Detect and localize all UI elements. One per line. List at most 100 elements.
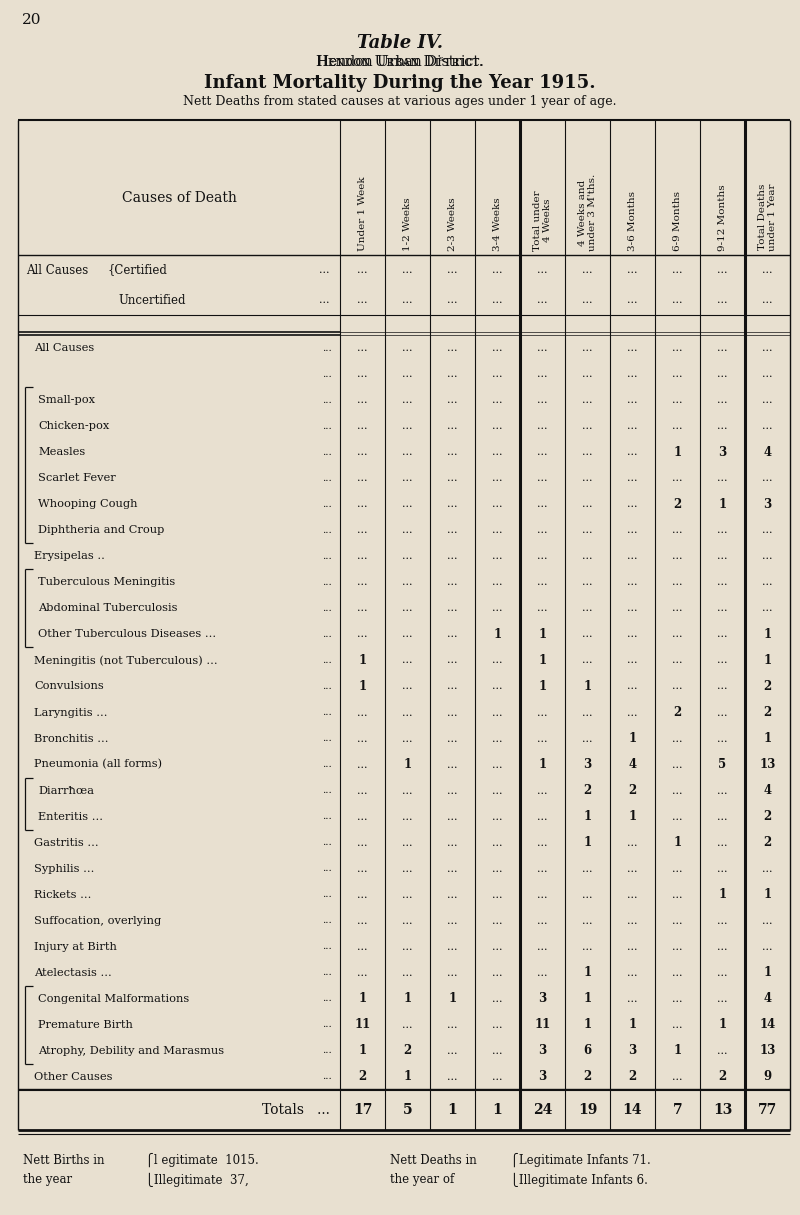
Text: ...: ...: [538, 786, 548, 796]
Text: ...: ...: [672, 295, 682, 305]
Text: 3: 3: [538, 1045, 546, 1057]
Text: ...: ...: [322, 474, 332, 482]
Text: ...: ...: [358, 889, 368, 900]
Text: ...: ...: [358, 812, 368, 821]
Text: ...: ...: [492, 395, 502, 405]
Text: 2: 2: [763, 680, 772, 693]
Text: 2: 2: [403, 1045, 412, 1057]
Text: ...: ...: [627, 864, 638, 874]
Text: ...: ...: [447, 1046, 458, 1056]
Text: ...: ...: [447, 447, 458, 457]
Text: ...: ...: [627, 422, 638, 431]
Text: ...: ...: [492, 837, 502, 848]
Text: 1: 1: [763, 966, 771, 979]
Text: ...: ...: [322, 761, 332, 769]
Text: ...: ...: [447, 812, 458, 821]
Text: ...: ...: [402, 552, 413, 561]
Text: ...: ...: [358, 395, 368, 405]
Text: 1: 1: [629, 731, 637, 745]
Text: ...: ...: [672, 994, 682, 1004]
Text: ...: ...: [762, 942, 773, 951]
Text: ...: ...: [538, 343, 548, 354]
Text: ...: ...: [672, 577, 682, 587]
Text: Table IV.: Table IV.: [357, 34, 443, 52]
Text: ...: ...: [627, 295, 638, 305]
Text: 9-12 Months: 9-12 Months: [718, 185, 727, 252]
Text: ...: ...: [627, 473, 638, 484]
Text: ...: ...: [762, 916, 773, 926]
Text: ...: ...: [402, 786, 413, 796]
Text: Premature Birth: Premature Birth: [38, 1019, 133, 1030]
Text: ...: ...: [358, 525, 368, 536]
Text: ...: ...: [627, 369, 638, 379]
Text: ...: ...: [538, 812, 548, 821]
Text: ...: ...: [447, 499, 458, 509]
Text: ...: ...: [718, 655, 728, 666]
Text: ...: ...: [492, 759, 502, 769]
Text: ...: ...: [672, 682, 682, 691]
Text: 3: 3: [763, 498, 772, 510]
Text: 1: 1: [358, 1045, 366, 1057]
Text: {Certified: {Certified: [108, 264, 168, 277]
Text: ...: ...: [402, 864, 413, 874]
Text: ...: ...: [672, 422, 682, 431]
Text: ...: ...: [447, 577, 458, 587]
Text: 1: 1: [629, 810, 637, 823]
Text: ...: ...: [672, 629, 682, 639]
Text: ...: ...: [322, 838, 332, 847]
Text: ...: ...: [322, 994, 332, 1004]
Text: All Causes: All Causes: [34, 343, 94, 354]
Text: Uncertified: Uncertified: [118, 294, 186, 306]
Text: ...: ...: [718, 265, 728, 275]
Text: ...: ...: [447, 525, 458, 536]
Text: ...: ...: [358, 499, 368, 509]
Text: ...: ...: [322, 604, 332, 612]
Text: the year: the year: [23, 1174, 72, 1187]
Text: Totals   ...: Totals ...: [262, 1103, 330, 1117]
Text: ...: ...: [718, 604, 728, 614]
Text: ...: ...: [447, 655, 458, 666]
Text: ...: ...: [672, 968, 682, 978]
Text: ...: ...: [582, 889, 593, 900]
Text: ...: ...: [492, 577, 502, 587]
Text: ...: ...: [402, 422, 413, 431]
Text: ...: ...: [322, 552, 332, 561]
Text: 1-2 Weeks: 1-2 Weeks: [403, 197, 412, 252]
Text: ...: ...: [582, 942, 593, 951]
Text: ...: ...: [402, 447, 413, 457]
Text: 2-3 Weeks: 2-3 Weeks: [448, 197, 457, 252]
Text: ...: ...: [718, 734, 728, 744]
Text: 1: 1: [718, 888, 726, 902]
Text: 17: 17: [353, 1103, 372, 1117]
Text: 2: 2: [628, 784, 637, 797]
Text: ...: ...: [492, 422, 502, 431]
Text: 1: 1: [448, 1103, 458, 1117]
Text: ...: ...: [718, 916, 728, 926]
Text: ...: ...: [718, 682, 728, 691]
Text: ...: ...: [672, 395, 682, 405]
Text: All Causes: All Causes: [26, 264, 88, 277]
Text: ...: ...: [582, 577, 593, 587]
Text: ...: ...: [492, 343, 502, 354]
Text: ...: ...: [358, 447, 368, 457]
Text: ...: ...: [582, 422, 593, 431]
Text: ...: ...: [322, 422, 332, 430]
Text: 4: 4: [629, 758, 637, 772]
Text: ...: ...: [492, 499, 502, 509]
Text: Diarrħœa: Diarrħœa: [38, 786, 94, 796]
Text: ...: ...: [322, 344, 332, 352]
Text: ...: ...: [358, 604, 368, 614]
Text: ...: ...: [322, 968, 332, 977]
Text: ...: ...: [358, 734, 368, 744]
Text: ...: ...: [492, 655, 502, 666]
Text: ...: ...: [402, 369, 413, 379]
Text: ...: ...: [402, 629, 413, 639]
Text: 1: 1: [583, 680, 591, 693]
Text: ...: ...: [492, 942, 502, 951]
Text: 77: 77: [758, 1103, 777, 1117]
Text: ...: ...: [582, 369, 593, 379]
Text: 1: 1: [358, 654, 366, 667]
Text: Infant Mortality During the Year 1915.: Infant Mortality During the Year 1915.: [204, 74, 596, 92]
Text: Whooping Cough: Whooping Cough: [38, 499, 138, 509]
Text: ...: ...: [492, 916, 502, 926]
